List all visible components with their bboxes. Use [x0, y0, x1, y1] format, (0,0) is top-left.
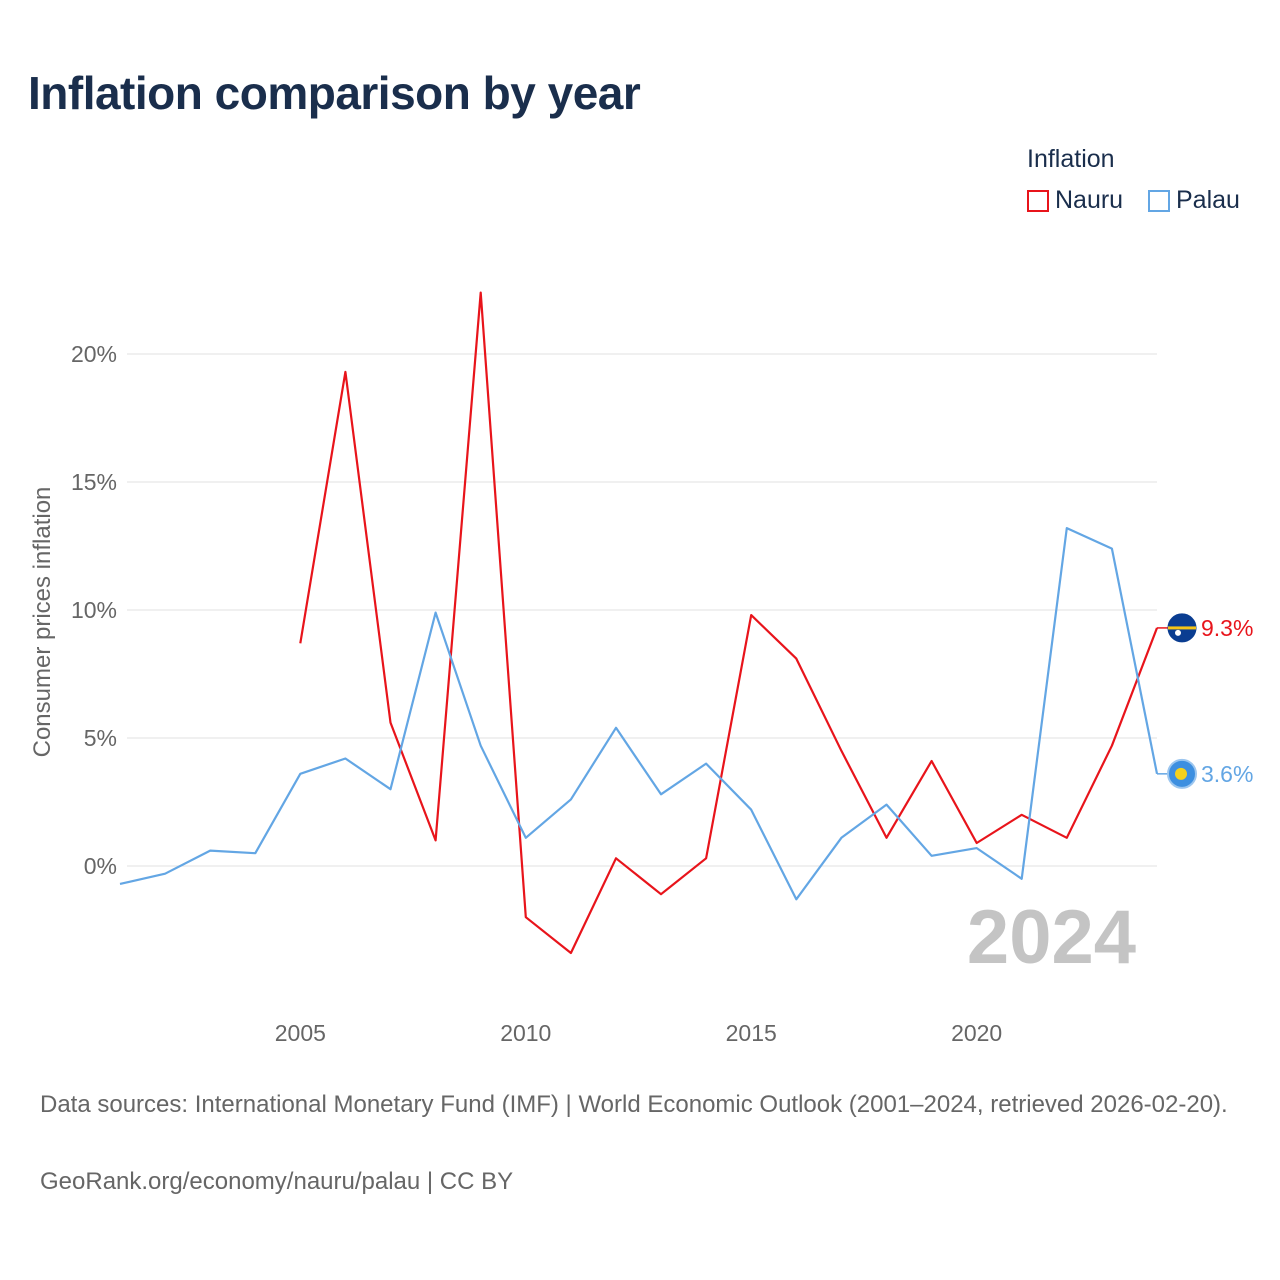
palau-flag-icon — [1167, 758, 1197, 789]
end-markers: 9.3% 3.6% — [1157, 613, 1253, 789]
x-tick-label: 2005 — [275, 1020, 326, 1046]
series-line-nauru[interactable] — [299, 291, 1159, 955]
legend-item-nauru[interactable]: Nauru — [1027, 186, 1123, 215]
legend-label-palau: Palau — [1176, 186, 1240, 214]
y-tick-label: 20% — [71, 341, 117, 367]
y-axis-ticks: 0% 5% 10% 15% 20% — [71, 341, 117, 879]
x-tick-label: 2020 — [951, 1020, 1002, 1046]
legend-label-nauru: Nauru — [1055, 186, 1124, 214]
legend-title: Inflation — [1027, 145, 1115, 173]
y-axis-label: Consumer prices inflation — [29, 487, 56, 758]
end-label-nauru: 9.3% — [1201, 615, 1253, 641]
x-tick-label: 2010 — [500, 1020, 551, 1046]
legend-item-palau[interactable]: Palau — [1148, 186, 1240, 215]
data-sources: Data sources: International Monetary Fun… — [40, 1091, 1228, 1118]
year-watermark: 2024 — [967, 895, 1136, 980]
end-label-palau: 3.6% — [1201, 761, 1253, 787]
y-tick-label: 15% — [71, 469, 117, 495]
y-tick-label: 10% — [71, 597, 117, 623]
x-tick-label: 2015 — [726, 1020, 777, 1046]
y-tick-label: 5% — [84, 725, 117, 751]
series-lines — [119, 291, 1159, 955]
y-tick-label: 0% — [84, 853, 117, 879]
page-title: Inflation comparison by year — [28, 67, 641, 119]
legend-swatch-palau — [1148, 189, 1170, 212]
legend-swatch-nauru — [1027, 189, 1049, 212]
grid-lines — [127, 353, 1157, 867]
series-line-palau[interactable] — [119, 526, 1159, 901]
credit-link[interactable]: GeoRank.org/economy/nauru/palau | CC BY — [40, 1168, 514, 1195]
nauru-flag-icon — [1167, 613, 1197, 643]
x-axis-ticks: 2005 2010 2015 2020 — [275, 1020, 1002, 1046]
